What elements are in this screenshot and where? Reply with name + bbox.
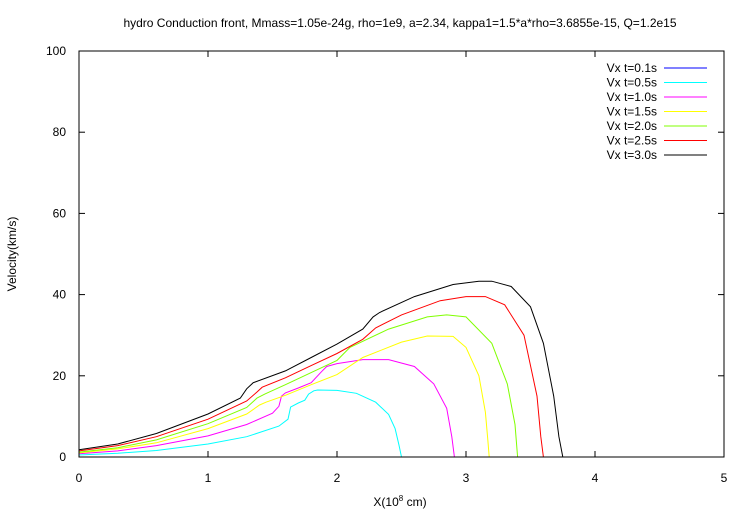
legend-label-2: Vx t=0.5s (607, 76, 657, 90)
plot-frame (78, 50, 725, 458)
chart-title: hydro Conduction front, Mmass=1.05e-24g,… (123, 16, 676, 30)
x-tick-label: 3 (463, 471, 470, 485)
legend-label-1: Vx t=0.1s (607, 61, 657, 75)
y-tick-label: 100 (46, 44, 66, 58)
series-line-2 (78, 389, 724, 458)
x-axis-label-exponent: 8 (399, 494, 404, 503)
x-axis-label-main: X(10 (373, 495, 399, 509)
legend-label-4: Vx t=1.5s (607, 105, 657, 119)
legend-label-7: Vx t=3.0s (607, 148, 657, 162)
series-line-5 (78, 314, 724, 458)
y-tick-label: 80 (53, 125, 67, 139)
y-tick-label: 0 (59, 450, 66, 464)
legend-label-6: Vx t=2.5s (607, 134, 657, 148)
x-tick-label: 5 (721, 471, 728, 485)
x-tick-label: 4 (592, 471, 599, 485)
x-tick-label: 1 (205, 471, 212, 485)
series-line-3 (78, 359, 724, 458)
x-tick-label: 2 (334, 471, 341, 485)
x-axis-label: X(108 cm) (373, 494, 426, 509)
x-tick-label: 0 (76, 471, 83, 485)
y-axis-label: Velocity(km/s) (5, 217, 19, 292)
y-tick-label: 40 (53, 288, 67, 302)
series-line-6 (78, 296, 724, 458)
y-tick-label: 20 (53, 369, 67, 383)
series-line-4 (78, 335, 724, 458)
series-line-7 (78, 280, 724, 458)
legend-label-5: Vx t=2.0s (607, 119, 657, 133)
series-lines (78, 280, 724, 458)
x-axis-label-unit: cm) (403, 495, 426, 509)
legend-label-3: Vx t=1.0s (607, 90, 657, 104)
y-tick-label: 60 (53, 206, 67, 220)
